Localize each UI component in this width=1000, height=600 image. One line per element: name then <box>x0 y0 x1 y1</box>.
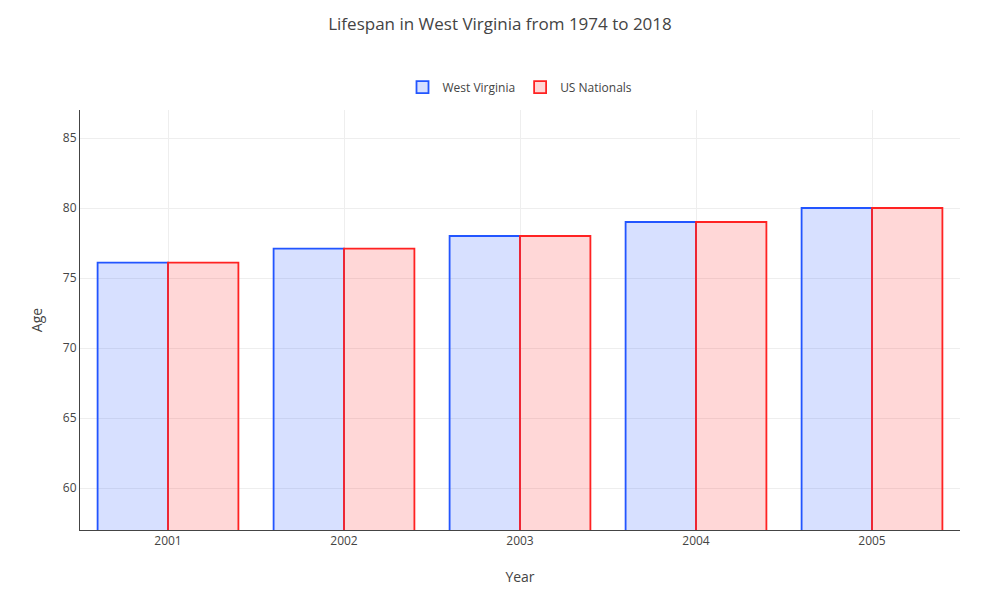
svg-text:75: 75 <box>63 269 77 286</box>
svg-text:60: 60 <box>63 479 77 496</box>
svg-text:US Nationals: US Nationals <box>560 79 632 96</box>
svg-text:Year: Year <box>505 567 534 586</box>
svg-text:Lifespan in West Virginia from: Lifespan in West Virginia from 1974 to 2… <box>328 12 672 35</box>
svg-text:65: 65 <box>63 409 77 426</box>
svg-text:West Virginia: West Virginia <box>443 79 516 96</box>
svg-text:2004: 2004 <box>682 532 710 549</box>
svg-text:70: 70 <box>63 339 77 356</box>
svg-text:80: 80 <box>63 199 77 216</box>
svg-text:2003: 2003 <box>506 532 534 549</box>
svg-text:2002: 2002 <box>330 532 358 549</box>
svg-text:2001: 2001 <box>154 532 181 549</box>
svg-text:Age: Age <box>27 308 46 332</box>
svg-text:85: 85 <box>63 129 77 146</box>
svg-text:2005: 2005 <box>858 532 886 549</box>
